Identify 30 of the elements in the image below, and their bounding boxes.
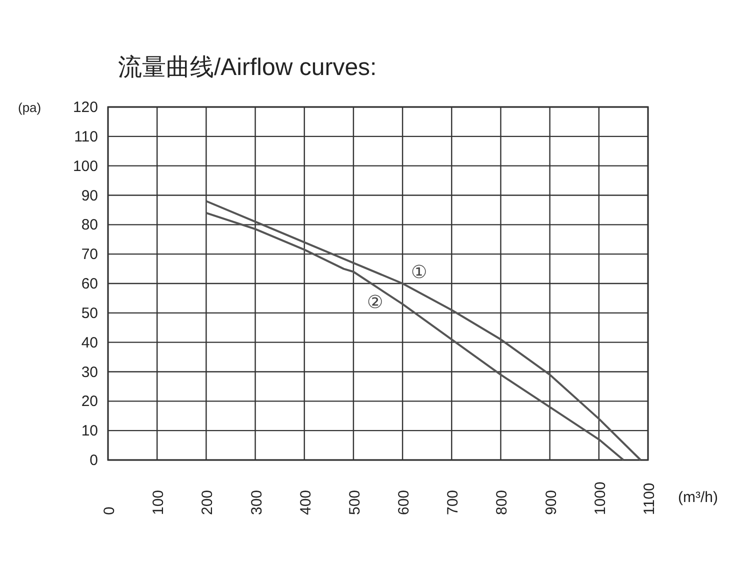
y-tick-label: 20 (81, 393, 98, 410)
annotation: ② (367, 292, 383, 312)
chart-title: 流量曲线/Airflow curves: (118, 54, 377, 81)
x-tick-label: 700 (444, 490, 462, 515)
y-tick-label: 0 (90, 452, 98, 469)
annotation: ① (411, 262, 427, 282)
x-tick-label: 200 (199, 490, 216, 515)
y-tick-label: 50 (81, 304, 98, 322)
y-tick-label: 70 (81, 246, 98, 264)
x-tick-label: 0 (101, 506, 118, 515)
x-axis-title: (m³/h) (678, 489, 718, 506)
y-tick-label: 120 (72, 99, 98, 116)
x-tick-label: 100 (150, 490, 168, 515)
x-tick-label: 400 (297, 490, 314, 515)
y-tick-label: 10 (81, 422, 98, 440)
y-tick-label: 40 (81, 334, 98, 352)
y-tick-label: 100 (72, 158, 98, 175)
y-tick-label: 80 (81, 216, 98, 234)
y-tick-label: 90 (81, 187, 98, 204)
x-tick-label: 1000 (592, 482, 609, 515)
x-tick-label: 600 (396, 490, 413, 515)
y-axis-title: (pa) (18, 100, 42, 115)
x-tick-label: 1100 (641, 482, 658, 515)
x-tick-label: 800 (494, 490, 511, 515)
y-tick-label: 60 (81, 276, 98, 292)
y-tick-label: 30 (81, 364, 98, 381)
x-tick-label: 500 (346, 490, 364, 515)
y-tick-label: 110 (74, 128, 98, 146)
x-tick-label: 300 (248, 490, 266, 515)
x-tick-label: 900 (542, 490, 560, 515)
